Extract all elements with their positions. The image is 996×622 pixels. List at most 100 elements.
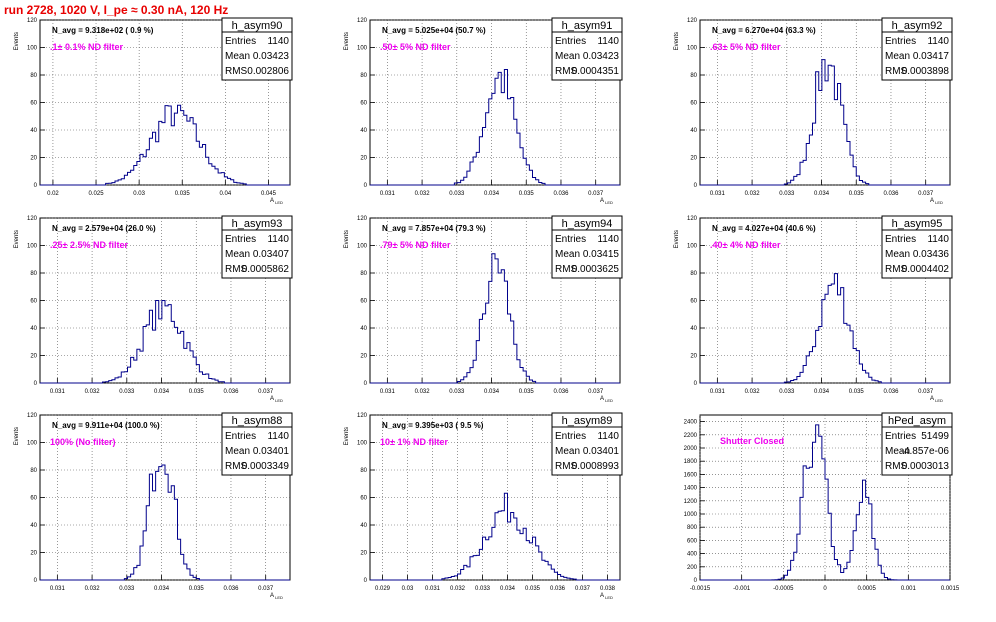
y-tick-label: 1000 [684,512,698,518]
stats-value: 1140 [597,36,619,47]
histogram-line [40,464,290,581]
stats-box [551,17,623,81]
x-axis-label: A LED [270,396,283,403]
stats-key: Mean [555,249,580,260]
stats-title: h_asym93 [232,218,283,230]
x-tick-label: 0.02 [47,191,59,197]
stats-key: Mean [885,249,910,260]
y-tick-label: 20 [30,354,37,360]
histogram-line [700,424,950,581]
stats-value: -4.857e-06 [901,446,950,457]
navg-label: N_avg = 2.579e+04 (26.0 %) [52,224,156,233]
navg-label: N_avg = 9.395e+03 ( 9.5 %) [382,421,484,430]
x-axis-label: A LED [600,198,613,205]
y-tick-label: 0 [364,578,368,584]
stats-value: 0.002806 [247,66,289,77]
x-tick-label: 0.032 [415,191,431,197]
y-tick-label: 1200 [684,499,698,505]
y-tick-label: 120 [27,18,38,24]
filter-label: .79± 5% ND filter [380,240,451,250]
x-tick-label: 0.0015 [941,586,960,592]
navg-label: N_avg = 7.857e+04 (79.3 %) [382,224,486,233]
x-tick-label: 0.035 [849,389,865,395]
x-tick-label: 0.034 [154,586,170,592]
navg-label: N_avg = 5.025e+04 (50.7 %) [382,26,486,35]
stats-value: 0.0008993 [572,461,620,472]
stats-key: Mean [225,249,250,260]
stats-key: RMS [885,66,908,77]
stats-key: RMS [225,461,248,472]
stats-box [881,412,953,476]
histogram-panel-h_asym95: 0.031 0.032 0.033 0.034 0.035 0.036 0.037 0 20 40… [674,215,953,403]
histogram-line [700,273,950,384]
x-tick-label: 0.038 [600,586,616,592]
stats-value: 0.0004351 [572,66,620,77]
x-tick-label: 0.032 [745,191,761,197]
stats-key: Entries [885,234,916,245]
filter-label: 10± 1% ND filter [380,437,448,447]
x-tick-label: 0 [823,586,827,592]
x-tick-label: 0.034 [814,389,830,395]
x-tick-label: 0.031 [380,191,396,197]
stats-value: 1140 [927,234,949,245]
x-tick-label: -0.0015 [690,586,711,592]
y-tick-label: 100 [687,46,698,52]
x-tick-label: 0.035 [175,191,191,197]
filter-label: .40± 4% ND filter [710,240,781,250]
histogram-panel-h_asym93: 0.031 0.032 0.033 0.034 0.035 0.036 0.037 0 20 40… [14,215,293,403]
y-tick-label: 20 [360,156,367,162]
x-tick-label: 0.035 [189,586,205,592]
x-tick-label: 0.034 [484,191,500,197]
stats-value: 0.03415 [583,249,620,260]
stats-key: Entries [885,431,916,442]
x-tick-label: 0.031 [425,586,441,592]
y-tick-label: 40 [360,523,367,529]
y-tick-label: 60 [360,496,367,502]
stats-title: h_asym92 [892,20,943,32]
stats-key: Entries [555,431,586,442]
y-tick-label: 0 [364,381,368,387]
x-tick-label: 0.035 [189,389,205,395]
x-tick-label: 0.033 [779,389,795,395]
stats-box [221,412,293,476]
stats-value: 0.03436 [913,249,950,260]
stats-value: 0.03423 [583,51,620,62]
x-tick-label: 0.037 [918,389,934,395]
y-tick-label: 80 [690,73,697,79]
stats-value: 0.0003013 [902,461,950,472]
stats-title: hPed_asym [888,415,946,427]
x-tick-label: 0.036 [223,389,239,395]
stats-title: h_asym90 [232,20,283,32]
x-tick-label: -0.001 [733,586,751,592]
y-axis-label: Events [14,32,20,50]
x-tick-label: 0.032 [85,586,101,592]
histogram-line [40,104,290,186]
y-tick-label: 100 [357,441,368,447]
stats-key: Entries [225,36,256,47]
y-tick-label: 0 [34,578,38,584]
y-tick-label: 2400 [684,420,698,426]
x-tick-label: 0.031 [50,586,66,592]
y-tick-label: 20 [30,156,37,162]
x-tick-label: 0.037 [588,191,604,197]
y-tick-label: 60 [360,299,367,305]
y-tick-label: 400 [687,552,698,558]
y-tick-label: 60 [30,101,37,107]
stats-key: Mean [885,51,910,62]
y-tick-label: 60 [690,299,697,305]
stats-value: 51499 [921,431,949,442]
x-axis-label: A LED [600,593,613,600]
x-tick-label: 0.025 [89,191,105,197]
x-tick-label: 0.033 [475,586,491,592]
y-tick-label: 20 [360,551,367,557]
y-tick-label: 120 [687,18,698,24]
x-tick-label: 0.0005 [857,586,876,592]
navg-label: N_avg = 6.270e+04 (63.3 %) [712,26,816,35]
x-tick-label: 0.032 [450,586,466,592]
stats-key: Mean [885,446,910,457]
stats-key: RMS [885,264,908,275]
y-axis-label: Events [344,230,350,248]
y-tick-label: 120 [357,216,368,222]
y-tick-label: 80 [30,73,37,79]
stats-box [551,412,623,476]
